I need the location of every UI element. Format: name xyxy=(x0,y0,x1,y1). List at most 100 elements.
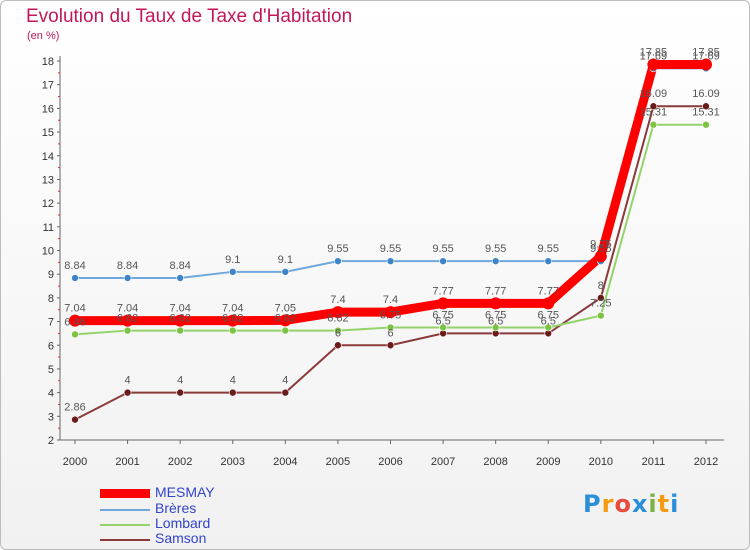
x-tick-label: 2001 xyxy=(115,456,139,468)
data-point xyxy=(228,388,237,397)
data-label: 7.05 xyxy=(275,302,296,314)
data-label: 6.5 xyxy=(488,315,503,327)
data-label: 6.62 xyxy=(169,313,190,325)
legend-swatch xyxy=(100,539,150,541)
legend-swatch xyxy=(100,489,150,498)
x-tick-label: 2008 xyxy=(483,456,507,468)
logo-letter: i xyxy=(648,490,658,518)
logo-letter: x xyxy=(631,490,649,518)
data-point xyxy=(228,268,237,276)
x-tick-label: 2011 xyxy=(642,456,666,468)
y-tick-label: 15 xyxy=(42,127,54,139)
data-label: 6.46 xyxy=(64,316,85,328)
x-tick-label: 2010 xyxy=(589,456,613,468)
data-point xyxy=(71,274,79,282)
data-point xyxy=(597,311,605,320)
legend-label: Brères xyxy=(155,500,197,516)
data-label: 7.77 xyxy=(538,285,559,297)
logo-letter: P xyxy=(583,490,602,518)
series-line-mesmay xyxy=(75,60,706,326)
data-point xyxy=(702,120,710,129)
y-tick-label: 16 xyxy=(42,103,54,115)
data-label: 9.55 xyxy=(432,243,453,255)
x-tick-label: 2009 xyxy=(536,456,560,468)
y-tick-label: 4 xyxy=(48,388,54,400)
data-label: 6.75 xyxy=(432,309,453,321)
x-tick-label: 2002 xyxy=(168,456,192,468)
data-label: 4 xyxy=(125,375,131,387)
logo-letter: i xyxy=(670,490,680,518)
data-label: 15.31 xyxy=(640,107,668,119)
x-tick-label: 2004 xyxy=(273,456,297,468)
legend-label: MESMAY xyxy=(155,484,215,500)
data-point xyxy=(491,257,500,265)
data-label: 15.31 xyxy=(692,107,720,119)
data-label: 4 xyxy=(282,375,288,387)
data-point xyxy=(649,120,658,129)
legend-swatch xyxy=(100,524,150,526)
data-point xyxy=(649,102,658,111)
data-label: 6.75 xyxy=(538,309,559,321)
data-label: 9.75 xyxy=(590,238,611,250)
data-label: 8.84 xyxy=(64,260,85,272)
data-point xyxy=(437,297,450,310)
data-label: 6.75 xyxy=(380,309,401,321)
x-tick-label: 2005 xyxy=(326,456,350,468)
data-label: 7.77 xyxy=(432,285,453,297)
y-tick-label: 12 xyxy=(42,198,54,210)
data-point xyxy=(176,388,184,397)
data-label: 9.55 xyxy=(485,243,506,255)
data-point xyxy=(386,341,395,350)
data-label: 16.09 xyxy=(640,88,668,100)
data-label: 4 xyxy=(177,375,183,387)
data-point xyxy=(176,326,184,335)
y-tick-label: 5 xyxy=(48,364,54,376)
data-label: 17.69 xyxy=(692,50,720,62)
data-label: 6.75 xyxy=(485,309,506,321)
y-tick-label: 18 xyxy=(42,56,54,68)
y-tick-label: 13 xyxy=(42,174,54,186)
data-label: 7.4 xyxy=(330,294,345,306)
y-unit-label: (en %) xyxy=(27,30,60,42)
data-point xyxy=(331,306,344,319)
chart-title: Evolution du Taux de Taxe d'Habitation xyxy=(26,6,353,27)
data-label: 7.04 xyxy=(222,303,243,315)
data-label: 7.04 xyxy=(117,303,138,315)
y-tick-label: 9 xyxy=(48,269,54,281)
data-point xyxy=(174,314,187,327)
data-label: 17.85 xyxy=(640,47,668,59)
data-point xyxy=(121,314,134,327)
data-point xyxy=(123,326,132,335)
data-point xyxy=(384,306,397,319)
data-point xyxy=(123,388,132,397)
data-label: 6.5 xyxy=(541,315,556,327)
data-point xyxy=(71,415,79,424)
data-label: 9.1 xyxy=(278,254,293,266)
data-point xyxy=(123,274,132,282)
data-label: 6.62 xyxy=(117,313,138,325)
data-point xyxy=(71,330,79,339)
data-point xyxy=(386,257,395,265)
data-label: 6.62 xyxy=(327,313,348,325)
data-label: 8.84 xyxy=(117,260,138,272)
data-label: 9.1 xyxy=(225,254,240,266)
y-tick-label: 8 xyxy=(48,293,54,305)
data-point xyxy=(334,326,342,335)
data-point xyxy=(281,326,290,335)
data-point xyxy=(597,294,605,302)
data-point xyxy=(594,250,607,263)
data-label: 7.04 xyxy=(64,303,85,315)
data-point xyxy=(489,297,502,310)
legend-swatch xyxy=(100,509,150,511)
y-tick-label: 11 xyxy=(43,222,54,234)
data-label: 9.55 xyxy=(380,243,401,255)
data-point xyxy=(647,58,660,71)
x-tick-label: 2007 xyxy=(431,456,455,468)
y-tick-label: 3 xyxy=(48,411,54,423)
data-point xyxy=(228,326,237,335)
data-label: 9.55 xyxy=(327,243,348,255)
x-tick-label: 2003 xyxy=(221,456,245,468)
legend-label: Samson xyxy=(155,530,207,546)
